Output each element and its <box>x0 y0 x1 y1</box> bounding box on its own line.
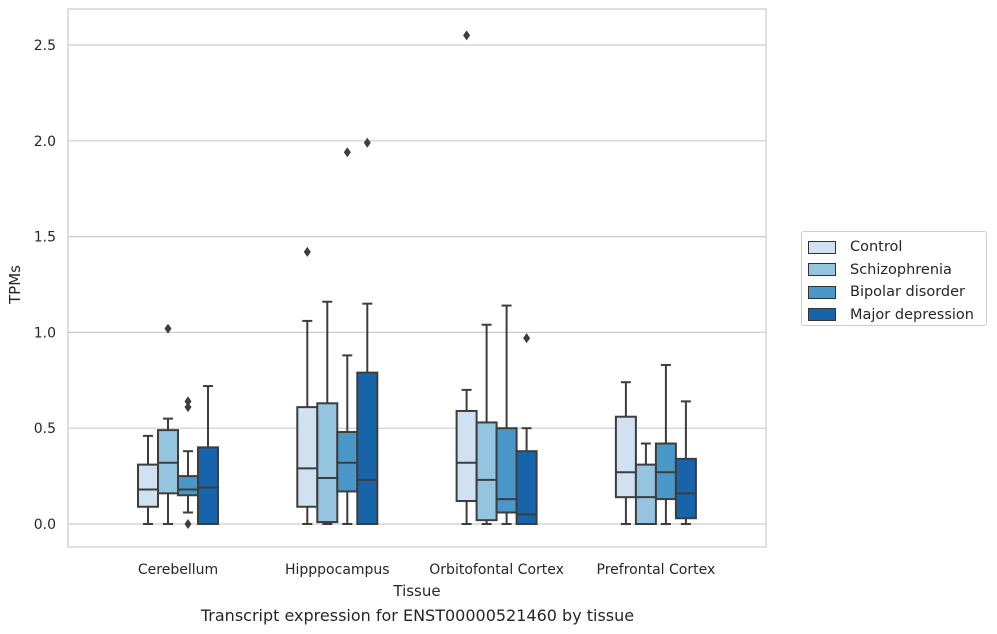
outlier-point <box>363 137 371 148</box>
legend-item: Major depression <box>808 304 986 327</box>
outlier-point <box>184 402 192 413</box>
x-tick-label: Prefrontal Cortex <box>597 562 716 578</box>
outlier-point <box>343 147 351 158</box>
legend-item: Control <box>808 236 986 259</box>
y-tick-label: 2.0 <box>34 134 56 150</box>
box-bipolar-disorder <box>495 304 518 525</box>
legend-swatch <box>808 240 836 254</box>
box-schizophrenia <box>316 300 339 525</box>
box-control <box>455 30 478 525</box>
outlier-point <box>184 519 192 529</box>
box-iqr <box>614 415 637 499</box>
y-tick-label: 1.0 <box>34 325 56 341</box>
box-major-depression <box>197 385 219 525</box>
y-tick-label: 0.5 <box>34 421 56 437</box>
box-iqr <box>634 463 657 526</box>
plot-area-frame <box>67 8 767 548</box>
box-control <box>296 246 319 525</box>
outlier-point <box>523 333 531 344</box>
box-iqr <box>296 406 319 508</box>
box-control <box>614 381 637 525</box>
y-tick-label: 0.0 <box>34 517 56 533</box>
box-major-depression <box>674 400 697 525</box>
x-tick-label: Cerebellum <box>138 562 218 578</box>
box-schizophrenia <box>157 323 179 525</box>
box-bipolar-disorder <box>336 147 359 525</box>
box-major-depression <box>515 333 538 525</box>
box-iqr <box>137 463 159 508</box>
box-iqr <box>475 421 498 522</box>
x-tick-label: Orbitofontal Cortex <box>429 562 564 578</box>
box-iqr <box>515 450 538 525</box>
box-schizophrenia <box>634 442 657 526</box>
x-tick-label: Hipppocampus <box>285 562 390 578</box>
outlier-point <box>164 323 172 334</box>
box-major-depression <box>356 137 379 525</box>
legend: Control Schizophrenia Bipolar disorder Majo… <box>801 231 987 326</box>
box-iqr <box>177 475 199 497</box>
y-tick-label: 1.5 <box>34 230 56 246</box>
box-iqr <box>674 457 697 520</box>
box-groups <box>137 30 697 529</box>
box-bipolar-disorder <box>654 363 677 525</box>
outlier-point <box>184 396 192 407</box>
legend-label: Bipolar disorder <box>850 284 965 301</box>
box-bipolar-disorder <box>177 396 199 529</box>
x-tick-labels: Cerebellum Hipppocampus Orbitofontal Corte… <box>138 562 715 578</box>
x-axis-label: Tissue <box>392 582 440 600</box>
y-tick-labels: 0.0 0.5 1.0 1.5 2.0 2.5 <box>34 38 56 533</box>
box-schizophrenia <box>475 323 498 525</box>
chart-caption: Transcript expression for ENST0000052146… <box>200 606 635 625</box>
legend-label: Control <box>850 239 903 256</box>
legend-item: Schizophrenia <box>808 259 986 282</box>
legend-swatch <box>808 285 836 299</box>
box-iqr <box>316 402 339 524</box>
outlier-point <box>303 246 311 257</box>
outlier-point <box>463 30 471 41</box>
legend-label: Major depression <box>850 306 974 323</box>
box-iqr <box>197 446 219 525</box>
y-tick-label: 2.5 <box>34 38 56 54</box>
legend-swatch <box>808 308 836 322</box>
legend-swatch <box>808 263 836 277</box>
box-iqr <box>356 371 379 525</box>
y-axis-label: TPMs <box>6 265 24 305</box>
box-iqr <box>455 409 478 503</box>
legend-label: Schizophrenia <box>850 261 952 278</box>
legend-item: Bipolar disorder <box>808 281 986 304</box>
box-control <box>137 434 159 525</box>
